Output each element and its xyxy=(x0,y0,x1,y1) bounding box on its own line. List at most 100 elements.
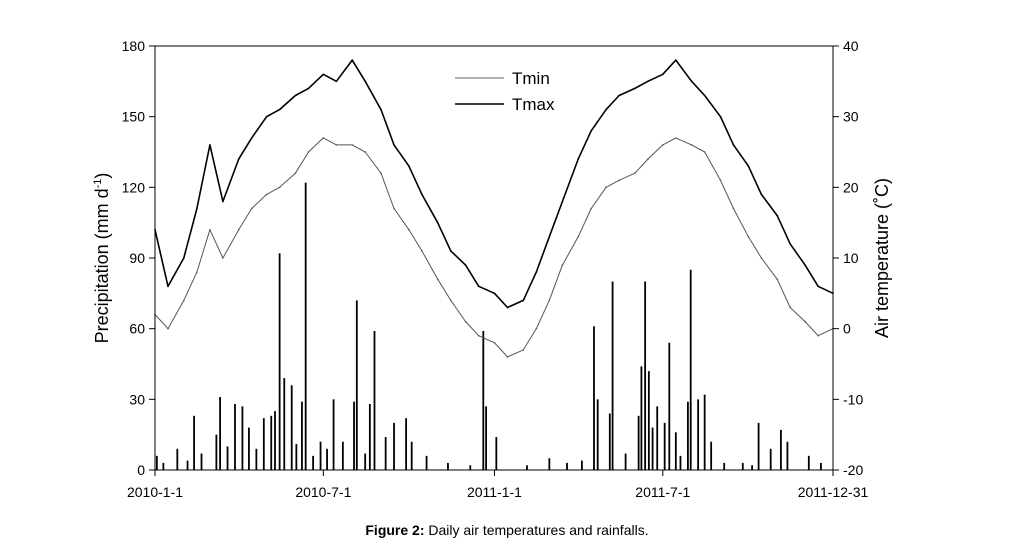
tmin-point xyxy=(393,207,395,210)
figure-caption-label: Figure 2: xyxy=(365,522,425,538)
tmax-point xyxy=(364,80,366,83)
tmin-line xyxy=(154,137,834,358)
right-y-tick-label: 30 xyxy=(843,109,859,125)
x-tick-label: 2010-7-1 xyxy=(295,484,351,500)
tmax-point xyxy=(760,193,763,196)
x-tick-label: 2011-12-31 xyxy=(798,484,869,500)
right-y-axis: -20 -10 0 10 20 30 40 xyxy=(833,38,863,478)
tmin-point xyxy=(776,278,778,281)
tmax-point xyxy=(421,193,423,196)
tmax-point xyxy=(380,108,382,111)
tmax-point xyxy=(618,94,620,97)
tmin-point xyxy=(464,320,467,323)
tmax-point xyxy=(307,87,310,90)
legend-tmin-label: Tmin xyxy=(512,69,550,88)
tmin-point xyxy=(364,151,366,153)
right-y-tick-label: 40 xyxy=(843,38,859,54)
tmin-point xyxy=(209,228,211,231)
tmax-point xyxy=(393,144,395,146)
tmin-point xyxy=(307,151,310,153)
tmin-point xyxy=(278,186,281,189)
tmax-point xyxy=(703,94,706,97)
tmin-point xyxy=(351,144,353,146)
tmax-point xyxy=(408,165,410,167)
tmin-point xyxy=(577,236,579,238)
tmin-point xyxy=(322,137,325,139)
tmin-point xyxy=(250,207,253,210)
tmin-point xyxy=(747,236,750,238)
tmin-point xyxy=(760,257,763,259)
tmax-point xyxy=(250,137,253,139)
tmax-series xyxy=(154,59,834,309)
tmax-point xyxy=(561,200,564,203)
right-y-tick-label: -20 xyxy=(843,462,863,478)
tmin-point xyxy=(265,193,268,196)
tmax-point xyxy=(167,285,169,288)
tmax-point xyxy=(719,115,722,118)
tmax-point xyxy=(804,264,806,266)
tmin-point xyxy=(817,334,819,337)
tmin-point xyxy=(535,327,538,330)
tmax-point xyxy=(690,80,693,83)
tmax-point xyxy=(662,73,664,76)
tmin-point xyxy=(561,264,564,266)
tmin-point xyxy=(380,172,382,174)
right-y-tick-label: 20 xyxy=(843,179,859,195)
tmax-point xyxy=(335,80,338,83)
left-y-tick-label: 60 xyxy=(129,321,145,337)
left-y-tick-label: 180 xyxy=(122,38,146,54)
left-y-tick-label: 90 xyxy=(129,250,145,266)
x-tick-label: 2011-7-1 xyxy=(635,484,690,500)
tmin-point xyxy=(335,144,338,146)
tmin-point xyxy=(548,299,551,302)
tmax-point xyxy=(294,94,297,97)
left-y-tick-label: 150 xyxy=(122,109,146,125)
right-y-tick-label: 0 xyxy=(843,321,851,337)
tmin-point xyxy=(703,151,706,153)
tmax-point xyxy=(477,285,480,288)
tmax-point xyxy=(535,271,538,273)
tmin-point xyxy=(719,179,722,182)
tmax-point xyxy=(506,306,509,309)
tmax-point xyxy=(237,158,240,160)
tmin-point xyxy=(605,186,607,189)
tmin-point xyxy=(590,207,592,210)
right-y-tick-label: 10 xyxy=(843,250,859,266)
tmin-point xyxy=(618,179,620,182)
tmin-point xyxy=(675,137,677,139)
tmax-point xyxy=(436,221,439,224)
tmin-point xyxy=(167,327,169,330)
tmax-point xyxy=(732,144,735,146)
tmin-point xyxy=(408,228,410,231)
tmax-point xyxy=(634,87,636,90)
tmin-point xyxy=(477,334,480,337)
tmax-point xyxy=(183,257,185,259)
tmin-point xyxy=(732,207,735,210)
left-y-tick-label: 120 xyxy=(122,179,146,195)
tmin-point xyxy=(647,158,649,160)
tmin-point xyxy=(196,271,198,273)
tmin-point xyxy=(662,144,664,146)
x-tick-label: 2011-1-1 xyxy=(467,484,522,500)
tmin-point xyxy=(493,342,496,344)
left-y-axis: 0 30 60 90 120 150 180 xyxy=(122,38,155,478)
tmax-point xyxy=(577,158,579,160)
tmax-point xyxy=(449,250,452,252)
left-y-tick-label: 30 xyxy=(129,391,145,407)
tmax-point xyxy=(209,144,211,146)
x-axis: 2010-1-1 2010-7-1 2011-1-1 2011-7-1 2011-12-… xyxy=(127,470,869,500)
tmin-point xyxy=(436,278,439,281)
tmax-point xyxy=(351,59,353,61)
tmin-point xyxy=(183,299,185,302)
plot-frame xyxy=(154,45,834,471)
right-y-axis-label: Air temperature (˚C) xyxy=(872,178,892,338)
tmax-point xyxy=(776,214,778,217)
tmax-point xyxy=(278,108,281,111)
tmin-point xyxy=(449,299,452,302)
tmin-point xyxy=(222,257,224,259)
tmin-point xyxy=(522,349,525,351)
tmin-point xyxy=(421,250,423,252)
tmax-point xyxy=(675,59,677,61)
tmax-point xyxy=(789,243,792,245)
